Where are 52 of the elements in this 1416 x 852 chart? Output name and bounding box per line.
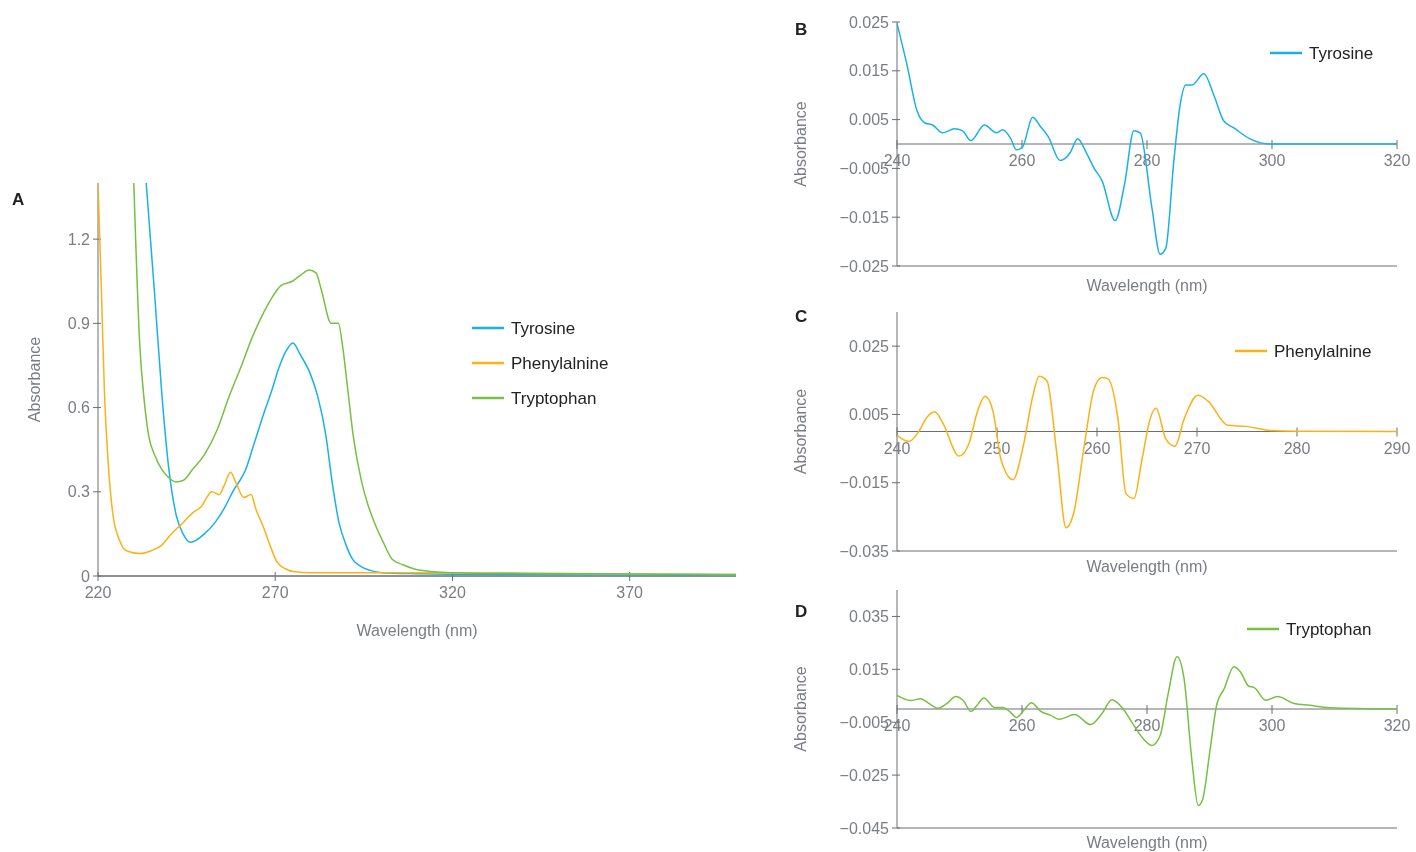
- legend-label: Tyrosine: [511, 318, 576, 338]
- chart-title: C: [795, 307, 808, 326]
- x-tick-label: 270: [1183, 439, 1211, 457]
- chart-title: A: [12, 190, 25, 209]
- x-tick-label: 290: [1383, 439, 1411, 457]
- y-tick-label: 0.005: [848, 406, 890, 424]
- x-tick-label: 240: [883, 439, 911, 457]
- legend-label: Tryptophan: [511, 388, 597, 408]
- y-tick-label: −0.015: [839, 474, 890, 492]
- x-axis-title: Wavelength (nm): [356, 622, 478, 639]
- x-tick-label: 260: [1083, 439, 1111, 457]
- legend-label: Tryptophan: [1286, 619, 1372, 639]
- y-tick-label: 0.015: [848, 660, 890, 678]
- x-tick-label: 220: [84, 584, 112, 601]
- y-tick-label: 0.3: [67, 483, 91, 501]
- x-axis-title: Wavelength (nm): [1086, 277, 1208, 294]
- legend-label: Tyrosine: [1309, 43, 1374, 63]
- legend-label: Phenylalnine: [511, 353, 609, 373]
- x-tick-label: 280: [1283, 439, 1311, 457]
- text: D: [795, 602, 808, 621]
- y-tick-label: 0: [81, 567, 91, 585]
- y-tick-label: 0.025: [848, 337, 890, 355]
- chart-title: B: [795, 20, 808, 39]
- x-tick-label: 300: [1258, 152, 1286, 169]
- x-axis-title: Wavelength (nm): [1086, 834, 1208, 851]
- y-axis-title: Absorbance: [792, 388, 809, 475]
- x-tick-label: 260: [1008, 717, 1036, 734]
- y-tick-label: 0.025: [848, 13, 890, 31]
- x-tick-label: 320: [1383, 152, 1411, 169]
- x-tick-label: 260: [1008, 152, 1036, 169]
- y-tick-label: −0.025: [839, 766, 890, 784]
- x-tick-label: 320: [1383, 717, 1411, 734]
- y-tick-label: 0.005: [848, 111, 890, 129]
- y-tick-label: 0.9: [67, 314, 91, 332]
- x-axis-title: Wavelength (nm): [1086, 558, 1208, 575]
- x-tick-label: 300: [1258, 717, 1286, 734]
- x-tick-label: 280: [1133, 717, 1161, 734]
- y-tick-label: −0.035: [839, 542, 890, 560]
- legend-label: Phenylalnine: [1274, 341, 1372, 361]
- x-tick-label: 270: [261, 584, 289, 601]
- y-axis-title: Absorbance: [26, 336, 43, 423]
- y-tick-label: −0.025: [839, 257, 890, 275]
- x-tick-label: 320: [439, 584, 466, 601]
- y-axis-title: Absorbance: [792, 666, 809, 752]
- y-tick-label: −0.045: [839, 819, 890, 837]
- y-tick-label: −0.015: [839, 208, 890, 226]
- y-tick-label: 0.6: [67, 399, 91, 417]
- x-tick-label: 370: [616, 584, 644, 601]
- y-axis-title: Absorbance: [792, 101, 809, 187]
- y-tick-label: 0.015: [848, 62, 890, 80]
- y-tick-label: 0.035: [848, 608, 890, 626]
- y-tick-label: 1.2: [67, 230, 91, 248]
